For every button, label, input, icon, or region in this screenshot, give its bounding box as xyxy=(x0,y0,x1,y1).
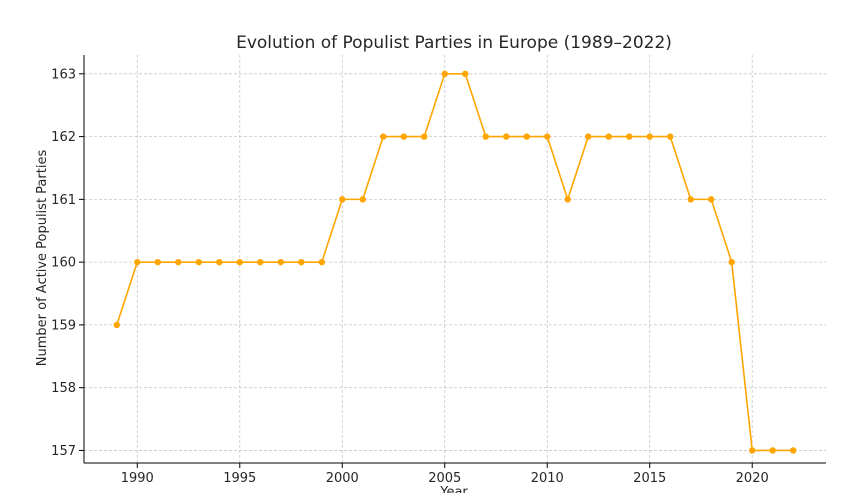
y-axis-title: Number of Active Populist Parties xyxy=(35,150,50,367)
data-point xyxy=(359,196,366,203)
y-tick-label: 163 xyxy=(51,67,76,82)
data-point xyxy=(585,133,592,140)
x-tick-label: 2010 xyxy=(531,471,564,486)
axes: 1990 1995 2000 2005 2010 2015 2020 157 158 159 160… xyxy=(51,55,826,486)
data-point xyxy=(564,196,571,203)
y-tick-label: 159 xyxy=(51,318,76,333)
y-tick-label: 158 xyxy=(51,381,76,396)
data-point xyxy=(257,258,264,266)
data-point xyxy=(544,133,551,140)
x-tick-label: 1990 xyxy=(121,471,154,486)
data-point xyxy=(113,321,120,329)
x-tick-label: 1995 xyxy=(223,471,256,486)
chart-title: Evolution of Populist Parties in Europe … xyxy=(236,33,672,53)
data-point xyxy=(790,447,797,454)
data-point xyxy=(400,133,407,140)
x-tick-label: 2020 xyxy=(736,471,769,486)
x-axis-title: Year xyxy=(439,485,468,493)
y-tick-label: 160 xyxy=(51,256,76,271)
data-point xyxy=(277,258,284,266)
data-point xyxy=(421,133,428,140)
data-point xyxy=(523,133,530,140)
x-tick-label: 2000 xyxy=(326,471,359,486)
x-tick-label: 2005 xyxy=(428,471,461,486)
data-point xyxy=(236,258,243,266)
data-point xyxy=(646,133,653,140)
data-point xyxy=(175,258,182,266)
data-point xyxy=(441,70,448,78)
data-point xyxy=(605,133,612,140)
data-point xyxy=(749,447,756,454)
data-point xyxy=(708,196,715,203)
data-point xyxy=(769,447,776,454)
grid xyxy=(84,55,826,463)
data-point xyxy=(626,133,633,140)
data-point xyxy=(339,196,346,203)
data-point xyxy=(154,258,161,266)
data-point xyxy=(195,258,202,266)
y-tick-label: 161 xyxy=(51,193,76,208)
y-tick-label: 162 xyxy=(51,130,76,145)
data-point xyxy=(667,133,674,140)
data-point xyxy=(298,258,305,266)
series xyxy=(113,70,797,454)
y-tick-label: 157 xyxy=(51,444,76,459)
data-point xyxy=(216,258,223,266)
x-tick-label: 2015 xyxy=(633,471,666,486)
data-point xyxy=(728,258,735,266)
data-point xyxy=(380,133,387,140)
data-point xyxy=(687,196,694,203)
data-point xyxy=(318,258,325,266)
data-point xyxy=(503,133,510,140)
data-point xyxy=(462,70,469,78)
data-point xyxy=(134,258,141,266)
series-line xyxy=(116,73,794,452)
data-point xyxy=(482,133,489,140)
